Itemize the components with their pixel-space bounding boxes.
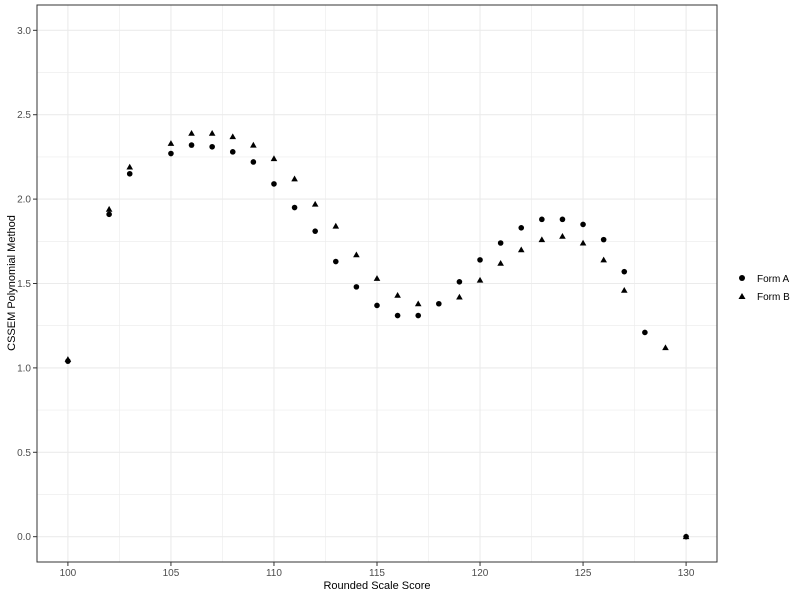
y-tick-label: 1.5 — [17, 279, 31, 290]
point-form-a — [188, 142, 195, 148]
point-form-a — [436, 300, 442, 307]
point-form-b — [394, 292, 401, 298]
point-form-b — [105, 205, 113, 212]
point-form-a — [291, 204, 298, 211]
point-form-a — [456, 279, 463, 285]
legend-key-form-b — [738, 293, 746, 299]
y-tick-label: 0.0 — [17, 532, 31, 543]
point-form-a — [106, 211, 112, 218]
legend-key-form-a — [739, 275, 745, 281]
point-form-a — [600, 236, 607, 243]
point-form-b — [208, 129, 216, 136]
x-tick-label: 105 — [163, 568, 180, 579]
point-form-b — [476, 276, 484, 283]
point-form-a — [353, 284, 360, 290]
point-form-a — [497, 240, 504, 246]
x-axis-title: Rounded Scale Score — [323, 580, 430, 592]
point-form-a — [621, 268, 628, 275]
point-form-b — [497, 259, 504, 266]
point-form-b — [64, 356, 72, 362]
y-tick-label: 2.0 — [17, 195, 31, 206]
legend-label-form-a: Form A — [757, 274, 790, 285]
point-form-a — [374, 302, 380, 309]
point-form-b — [517, 246, 525, 253]
y-axis-title: CSSEM Polynomial Method — [6, 215, 18, 351]
point-form-b — [559, 232, 566, 239]
point-form-a — [229, 149, 236, 155]
point-form-b — [600, 256, 607, 263]
point-form-a — [312, 228, 318, 234]
point-form-a — [250, 159, 257, 165]
point-form-b — [311, 200, 319, 207]
point-form-a — [126, 170, 133, 177]
x-tick-label: 120 — [472, 568, 489, 579]
point-form-a — [415, 312, 422, 319]
point-form-b — [682, 533, 690, 540]
legend-label-form-b: Form B — [757, 292, 790, 303]
y-tick-label: 0.5 — [17, 448, 31, 459]
point-form-a — [642, 329, 648, 336]
point-form-b — [167, 140, 175, 146]
point-form-b — [250, 141, 257, 148]
x-tick-label: 115 — [369, 568, 385, 579]
point-form-b — [353, 251, 360, 258]
data-points — [64, 129, 690, 540]
axes: 100 105 110 115 120 125 130 0.0 0.5 1.0 1.5 2.0 2.5 3… — [17, 26, 695, 579]
point-form-b — [538, 236, 546, 243]
y-tick-label: 2.5 — [17, 110, 31, 121]
x-tick-label: 125 — [575, 568, 592, 579]
point-form-b — [579, 239, 587, 246]
point-form-b — [456, 293, 463, 300]
y-tick-label: 3.0 — [17, 26, 31, 37]
point-form-b — [270, 155, 278, 162]
point-form-b — [332, 222, 340, 229]
point-form-a — [539, 216, 545, 223]
point-form-b — [229, 133, 237, 140]
point-form-a — [394, 312, 401, 319]
point-form-b — [373, 275, 381, 281]
point-form-b — [620, 286, 628, 293]
point-form-b — [662, 344, 669, 351]
point-form-a — [332, 258, 339, 265]
point-form-a — [518, 225, 525, 231]
x-tick-label: 130 — [678, 568, 695, 579]
point-form-a — [580, 221, 586, 228]
point-form-a — [477, 257, 483, 263]
point-form-a — [168, 150, 174, 157]
point-form-b — [188, 129, 195, 136]
x-tick-label: 110 — [266, 568, 282, 579]
grid-lines — [37, 5, 717, 562]
point-form-a — [209, 143, 215, 150]
point-form-b — [126, 163, 134, 170]
point-form-a — [271, 181, 277, 187]
legend: Form A Form B — [738, 274, 790, 303]
point-form-a — [559, 216, 566, 223]
y-tick-label: 1.0 — [17, 363, 31, 374]
point-form-b — [291, 175, 298, 182]
point-form-b — [414, 300, 422, 307]
x-tick-label: 100 — [60, 568, 77, 579]
